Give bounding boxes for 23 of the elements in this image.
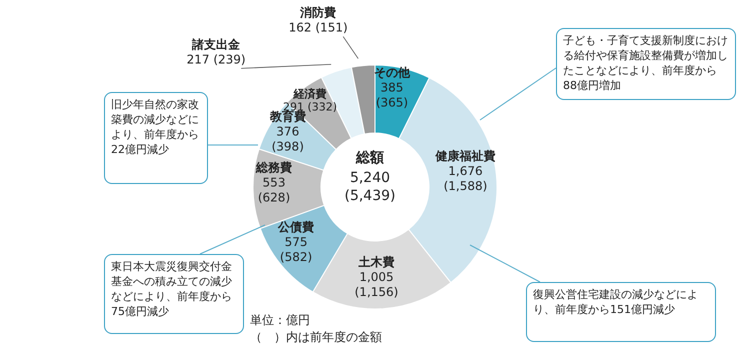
text: 総額 bbox=[355, 149, 384, 166]
text: （ ）内は前年度の金額 bbox=[250, 329, 382, 346]
text: 単位：億円 bbox=[250, 312, 311, 329]
text: 旧少年自然の家改築費の減少などにより、前年度から22億円減少 bbox=[104, 92, 208, 184]
data-label: 376 (398) bbox=[272, 124, 304, 154]
slice-label: 土木費 bbox=[358, 254, 394, 269]
text: 復興公営住宅建設の減少などにより、前年度から151億円減少 bbox=[526, 282, 716, 342]
data-label: 385 (365) bbox=[376, 80, 408, 110]
slice-label: 公債費 bbox=[277, 220, 314, 234]
data-label: 1,676 (1,588) bbox=[444, 164, 488, 194]
text: 東日本大震災復興交付金基金への積み立ての減少などにより、前年度から75億円減少 bbox=[104, 254, 244, 334]
slice-label: 健康福祉費 bbox=[434, 149, 496, 164]
text: 5,240 (5,439) bbox=[344, 170, 396, 204]
slice-label: 消防費 bbox=[299, 6, 336, 20]
text: 子ども・子育て支援新制度における給付や保育施設整備費が増加したことなどにより、前年度から88億円増加 bbox=[556, 28, 736, 100]
data-label: 575 (582) bbox=[280, 235, 312, 264]
data-label: 553 (628) bbox=[258, 175, 290, 204]
data-label: 162 (151) bbox=[288, 20, 348, 35]
slice-label: 経済費 bbox=[292, 88, 326, 101]
slice-label: 諸支出金 bbox=[191, 37, 242, 52]
data-label: 1,005 (1,156) bbox=[354, 270, 398, 299]
slice-label: 総務費 bbox=[255, 160, 292, 174]
data-label: 217 (239) bbox=[186, 52, 246, 66]
